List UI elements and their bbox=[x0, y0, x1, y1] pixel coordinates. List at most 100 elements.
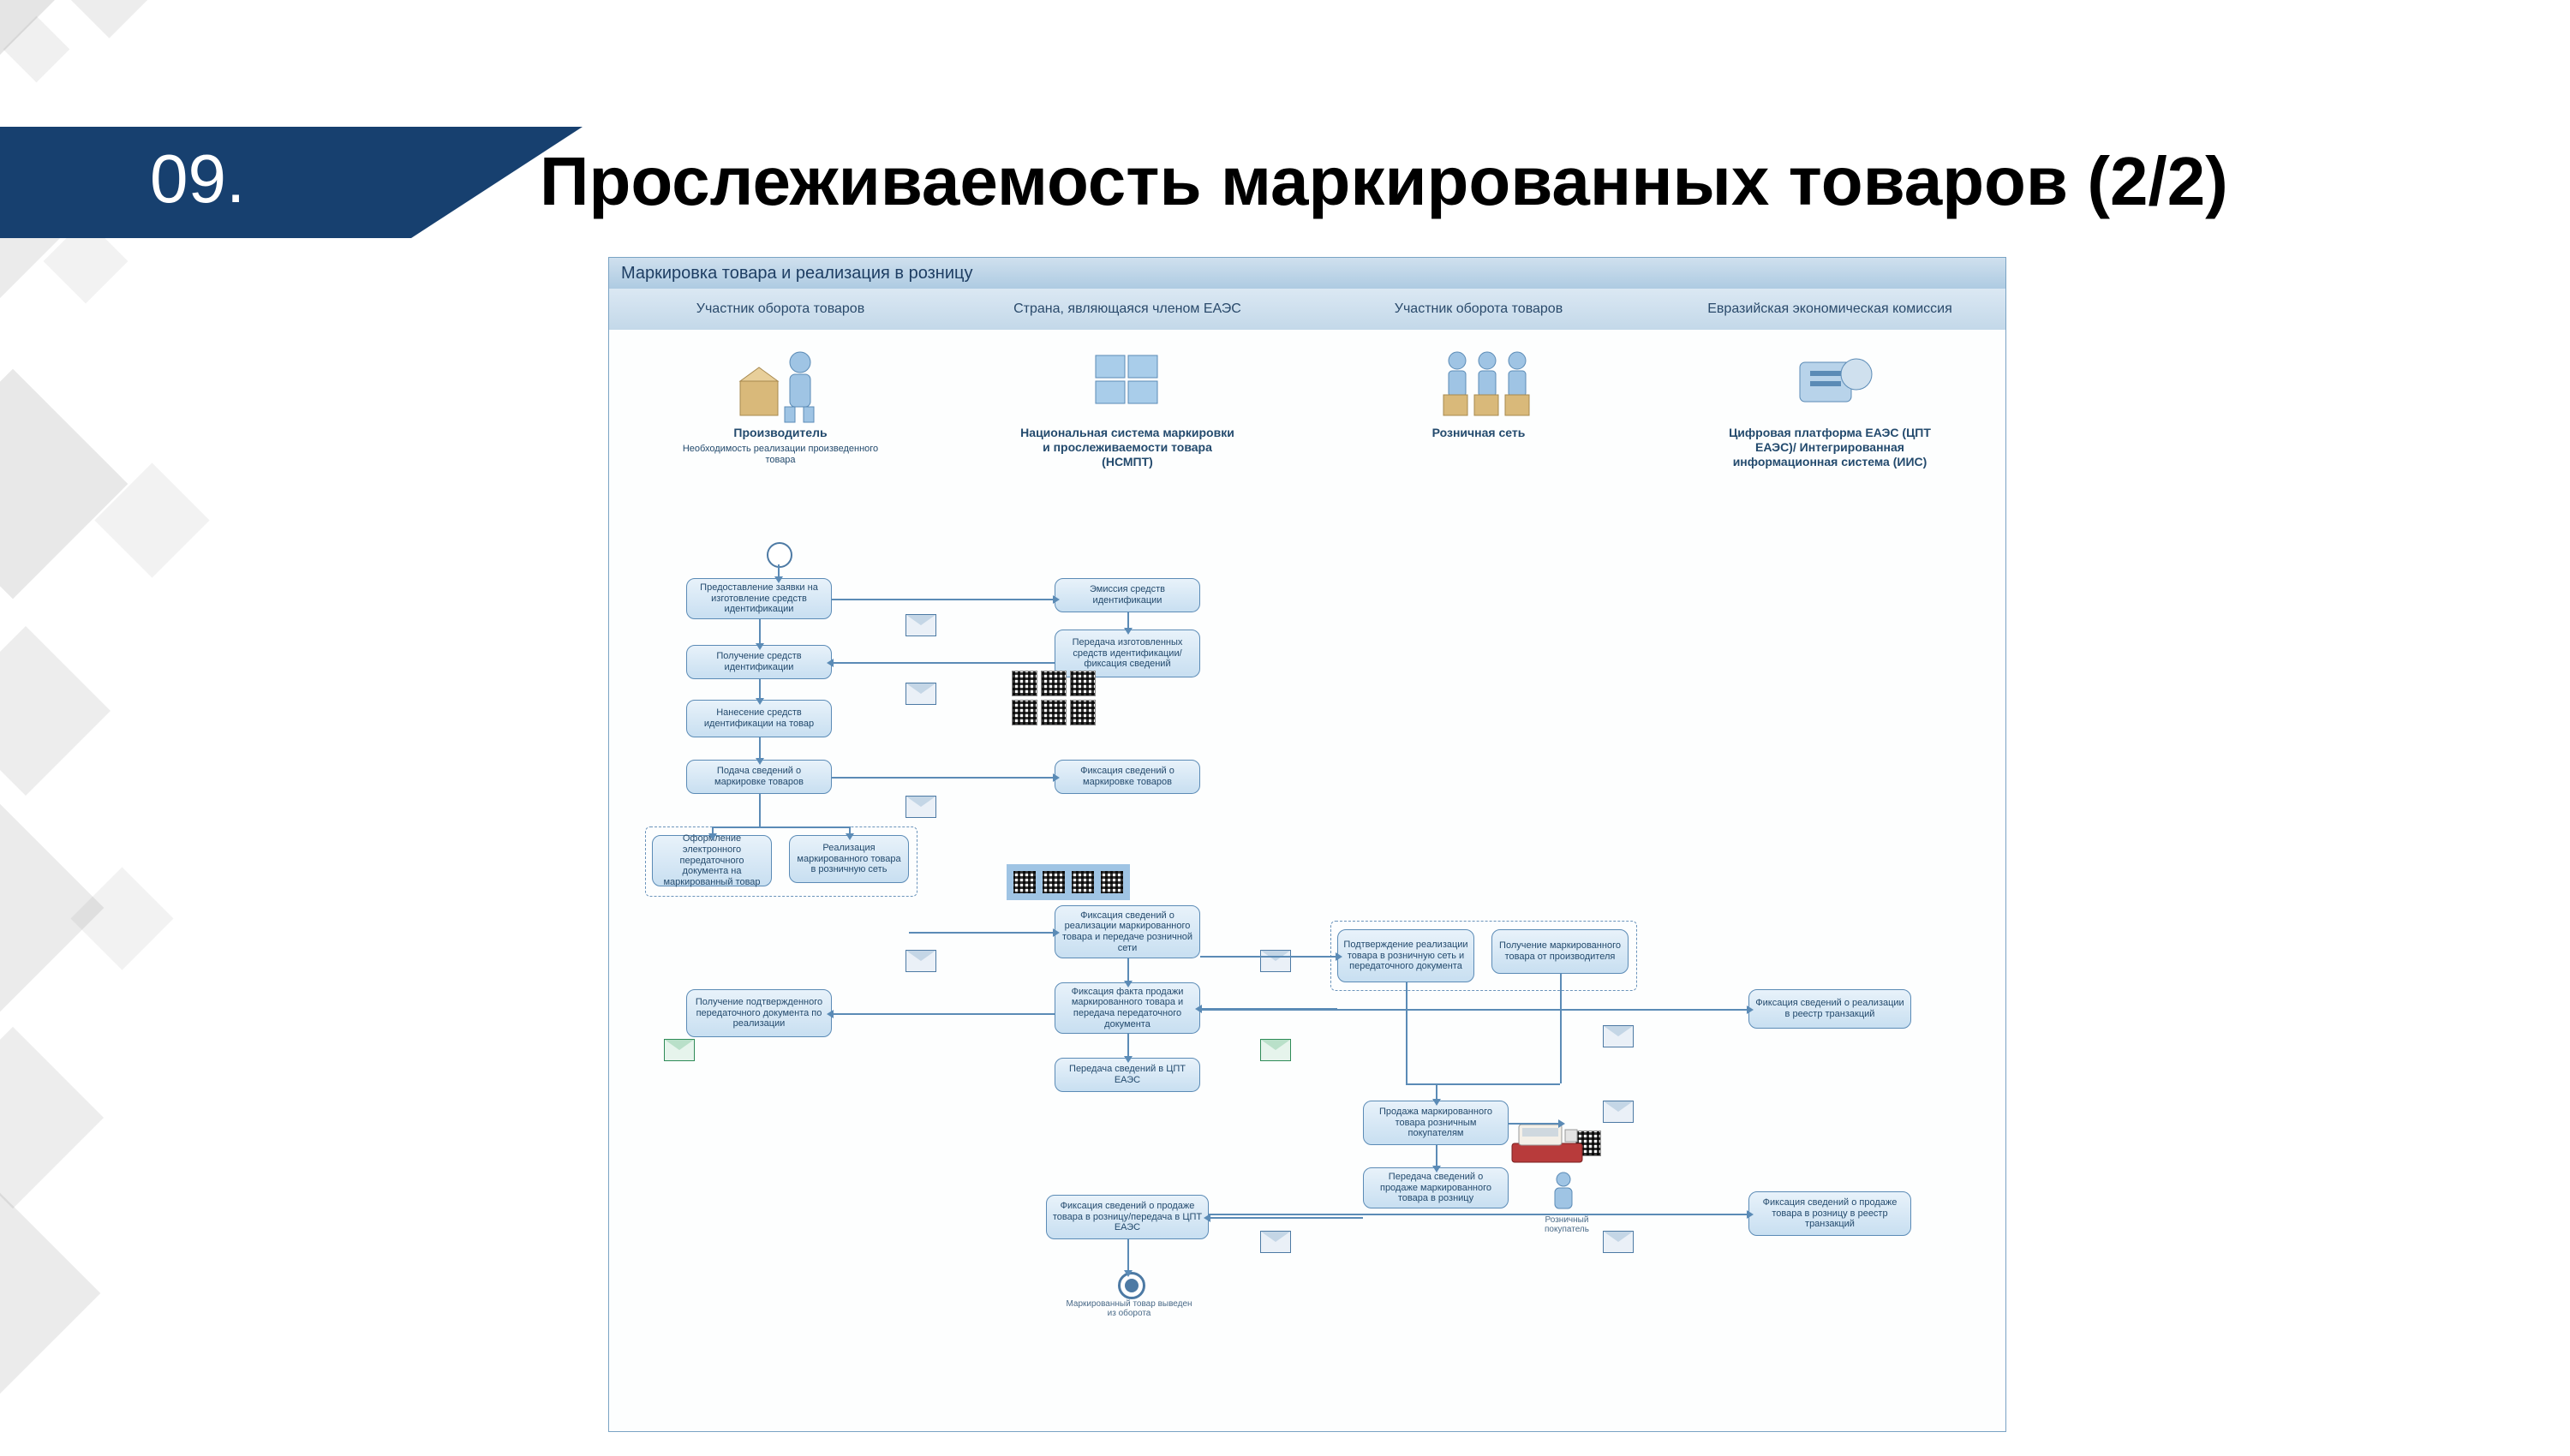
connector bbox=[759, 794, 761, 826]
actor-icon bbox=[1783, 347, 1877, 420]
flow-node: Реализация маркированного товара в розни… bbox=[789, 835, 909, 883]
connector-arrow bbox=[756, 758, 764, 765]
swimlane: Участник оборота товаровРозничная сетьПо… bbox=[1303, 289, 1655, 1431]
flow-node: Фиксация сведений о маркировке товаров bbox=[1055, 760, 1200, 794]
connector bbox=[759, 619, 761, 645]
connector bbox=[759, 737, 761, 760]
connector-arrow bbox=[1432, 1166, 1441, 1173]
connector bbox=[1200, 956, 1337, 958]
flow-node: Получение средств идентификации bbox=[686, 645, 832, 679]
qr-code-icon bbox=[1041, 869, 1067, 895]
lane-body: Розничная сеть Подтверждение реализации т… bbox=[1303, 330, 1654, 1431]
connector bbox=[712, 826, 849, 828]
flow-node: Подача сведений о маркировке товаров bbox=[686, 760, 832, 794]
connector-arrow bbox=[756, 698, 764, 705]
message-envelope-icon bbox=[905, 683, 936, 705]
flow-node: Фиксация сведений о продаже товара в роз… bbox=[1046, 1195, 1209, 1239]
connector-arrow bbox=[774, 576, 783, 583]
message-envelope-icon bbox=[905, 796, 936, 818]
flow-node: Передача сведений в ЦПТ ЕАЭС bbox=[1055, 1058, 1200, 1092]
connector-arrow bbox=[846, 833, 854, 840]
flow-node: Фиксация факта продажи маркированного то… bbox=[1055, 982, 1200, 1034]
message-envelope-icon bbox=[1260, 1039, 1291, 1061]
connector-arrow bbox=[708, 833, 717, 840]
flow-node: Предоставление заявки на изготовление ср… bbox=[686, 578, 832, 619]
qr-code-icon bbox=[1099, 869, 1125, 895]
connector bbox=[1127, 958, 1129, 982]
flow-node: Получение подтвержденного передаточного … bbox=[686, 989, 832, 1037]
qr-code-icon bbox=[1070, 671, 1096, 696]
message-envelope-icon bbox=[1260, 1231, 1291, 1253]
connector bbox=[909, 932, 1055, 934]
actor-label: Национальная система маркировки и просле… bbox=[1016, 426, 1239, 468]
connector bbox=[832, 777, 1055, 779]
connector bbox=[832, 1013, 1055, 1015]
connector bbox=[1406, 1083, 1560, 1085]
flow-node: Нанесение средств идентификации на товар bbox=[686, 700, 832, 737]
connector bbox=[832, 599, 1055, 600]
connector bbox=[759, 679, 761, 700]
qr-code-icon bbox=[1041, 671, 1067, 696]
lane-header: Страна, являющаяся членом ЕАЭС bbox=[952, 289, 1303, 331]
start-event bbox=[767, 542, 792, 568]
connector bbox=[1209, 1217, 1363, 1219]
connector-arrow bbox=[1124, 1270, 1133, 1277]
flow-node: Фиксация сведений о реализации маркирова… bbox=[1055, 905, 1200, 958]
connector-arrow bbox=[1432, 1099, 1441, 1106]
connector-arrow bbox=[1558, 1119, 1565, 1128]
swimlane-flowchart: Маркировка товара и реализация в розницу… bbox=[608, 257, 2006, 1432]
message-envelope-icon bbox=[905, 950, 936, 972]
connector bbox=[1509, 1123, 1560, 1125]
connector-arrow bbox=[756, 643, 764, 650]
lane-header: Евразийская экономическая комиссия bbox=[1654, 289, 2005, 331]
flow-node: Передача сведений о продаже маркированно… bbox=[1363, 1167, 1509, 1208]
connector bbox=[1436, 1145, 1437, 1167]
connector-arrow bbox=[1336, 952, 1342, 961]
flow-node: Фиксация сведений о продаже товара в роз… bbox=[1748, 1191, 1911, 1236]
flow-node: Продажа маркированного товара розничным … bbox=[1363, 1101, 1509, 1145]
lane-body: Цифровая платформа ЕАЭС (ЦПТ ЕАЭС)/ Инте… bbox=[1654, 330, 2005, 1431]
qr-code-icon bbox=[1070, 700, 1096, 725]
buyer-icon bbox=[1546, 1171, 1581, 1218]
flow-node: Оформление электронного передаточного до… bbox=[652, 835, 772, 886]
qr-code-icon bbox=[1041, 700, 1067, 725]
slide-number: 09. bbox=[150, 140, 245, 218]
qr-code-icon bbox=[1070, 869, 1096, 895]
flow-node: Получение маркированного товара от произ… bbox=[1491, 929, 1629, 974]
connector bbox=[1127, 1239, 1129, 1272]
connector bbox=[1209, 1214, 1748, 1215]
lane-header: Участник оборота товаров bbox=[609, 289, 952, 331]
slide-title: Прослеживаемость маркированных товаров (… bbox=[540, 142, 2228, 221]
lane-body: ПроизводительНеобходимость реализации пр… bbox=[609, 330, 952, 1431]
flow-node: Фиксация сведений о реализации в реестр … bbox=[1748, 989, 1911, 1029]
diagram-title: Маркировка товара и реализация в розницу bbox=[609, 258, 2005, 289]
actor-label: ПроизводительНеобходимость реализации пр… bbox=[669, 426, 892, 466]
connector bbox=[1127, 612, 1129, 630]
connector bbox=[1127, 1034, 1129, 1058]
actor-label: Розничная сеть bbox=[1367, 426, 1590, 440]
message-envelope-icon bbox=[1260, 950, 1291, 972]
actor-icon bbox=[1431, 347, 1543, 428]
connector-arrow bbox=[1053, 595, 1060, 604]
swimlane: Евразийская экономическая комиссия Цифров… bbox=[1654, 289, 2006, 1431]
connector-arrow bbox=[1053, 928, 1060, 937]
message-envelope-icon bbox=[664, 1039, 695, 1061]
message-envelope-icon bbox=[1603, 1025, 1634, 1047]
message-envelope-icon bbox=[905, 614, 936, 636]
connector-arrow bbox=[1747, 1210, 1754, 1219]
connector-arrow bbox=[1124, 1056, 1133, 1063]
connector-arrow bbox=[1124, 981, 1133, 988]
buyer-label: Розничный покупатель bbox=[1524, 1215, 1610, 1234]
qr-code-icon bbox=[1012, 671, 1037, 696]
actor-label: Цифровая платформа ЕАЭС (ЦПТ ЕАЭС)/ Инте… bbox=[1718, 426, 1941, 468]
end-event-label: Маркированный товар выведен из оборота bbox=[1061, 1299, 1198, 1318]
actor-icon bbox=[1080, 347, 1174, 420]
slide-header: 09. Прослеживаемость маркированных товар… bbox=[0, 127, 2570, 238]
qr-code-icon bbox=[1012, 700, 1037, 725]
connector-arrow bbox=[1747, 1005, 1754, 1014]
flow-node: Подтверждение реализации товара в рознич… bbox=[1337, 929, 1474, 982]
pos-terminal-icon bbox=[1509, 1118, 1586, 1173]
actor-icon bbox=[733, 347, 828, 428]
message-envelope-icon bbox=[1603, 1101, 1634, 1123]
connector bbox=[832, 662, 1055, 664]
